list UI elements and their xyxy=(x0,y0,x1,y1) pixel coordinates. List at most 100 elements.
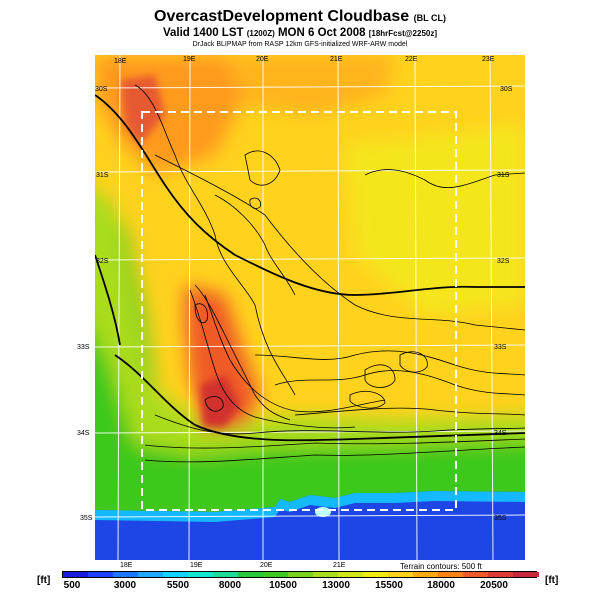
peak-red-zone xyxy=(200,375,240,427)
orange-north-zone xyxy=(225,55,395,115)
colorbar-swatch xyxy=(338,572,364,577)
major-contour-line xyxy=(114,354,525,442)
colorbar-swatch xyxy=(363,572,389,577)
title-text: OvercastDevelopment Cloudbase xyxy=(154,8,410,25)
colorbar-tick-label: 10500 xyxy=(269,580,297,591)
contour-line xyxy=(204,396,224,412)
contour-line xyxy=(364,364,396,388)
longitude-gridline xyxy=(117,55,121,560)
colorbar-swatch xyxy=(213,572,239,577)
colorbar-swatch xyxy=(138,572,164,577)
colorbar-swatch xyxy=(63,572,89,577)
colorbar-tick-label: 20500 xyxy=(480,580,508,591)
latitude-gridline xyxy=(95,257,525,261)
contour-line xyxy=(154,414,525,435)
valid-time: Valid 1400 LST (1200Z) MON 6 Oct 2008 [1… xyxy=(0,27,600,39)
contour-line xyxy=(399,351,428,373)
latitude-label: 32S xyxy=(497,258,510,265)
longitude-gridline xyxy=(489,55,494,560)
longitude-gridline xyxy=(188,55,191,560)
inner-domain-boundary xyxy=(141,111,457,511)
colorbar-tick-label: 18000 xyxy=(427,580,455,591)
latitude-label: 31S xyxy=(497,172,510,179)
latitude-label: 33S xyxy=(494,344,507,351)
longitude-label: 23E xyxy=(482,56,495,63)
contour-line xyxy=(144,438,525,449)
latitude-label: 30S xyxy=(95,86,108,93)
colorbar-tick-label: 5500 xyxy=(166,580,190,591)
yellow-east-zone xyxy=(345,125,525,315)
latitude-label: 35S xyxy=(80,515,93,522)
latitude-gridline xyxy=(95,85,525,89)
colorbar-swatch xyxy=(263,572,289,577)
colorbar xyxy=(62,571,539,578)
latitude-label: 31S xyxy=(96,172,109,179)
colorbar-swatch xyxy=(488,572,514,577)
forecast-info: [18hrFcst@2250z] xyxy=(368,29,438,38)
latitude-label: 35S xyxy=(494,515,507,522)
colorbar-swatch xyxy=(438,572,464,577)
colorbar-swatch xyxy=(238,572,264,577)
longitude-label: 20E xyxy=(256,56,269,63)
lat-lon-grid xyxy=(95,55,525,560)
longitude-label: 19E xyxy=(183,56,196,63)
colorbar-swatch xyxy=(188,572,214,577)
map-title: OvercastDevelopment Cloudbase (BL CL) xyxy=(0,8,600,26)
major-terrain-contours xyxy=(95,94,525,442)
contour-line xyxy=(294,407,525,416)
cloudbase-map xyxy=(95,55,525,560)
colorbar-swatch xyxy=(463,572,489,577)
colorbar-swatch xyxy=(313,572,339,577)
longitude-label: 21E xyxy=(330,56,343,63)
contour-line xyxy=(189,289,356,429)
longitude-gridline xyxy=(414,55,418,560)
colorbar-swatch xyxy=(288,572,314,577)
model-credit: DrJack BLIPMAP from RASP 12km GFS-initia… xyxy=(192,41,408,48)
latitude-gridline xyxy=(95,430,525,434)
colorbar-swatch xyxy=(388,572,414,577)
contour-line xyxy=(364,169,525,188)
colorbar-swatch xyxy=(513,572,539,577)
latitude-gridline xyxy=(95,344,525,348)
longitude-label: 18E xyxy=(120,562,133,569)
colorbar-swatch xyxy=(113,572,139,577)
colorbar-tick-label: 13000 xyxy=(322,580,350,591)
longitude-label: 19E xyxy=(190,562,203,569)
contour-line xyxy=(274,370,525,396)
terrain-contours xyxy=(134,84,525,463)
map-canvas xyxy=(95,55,525,560)
contour-line xyxy=(154,154,525,331)
coastal-band-zone xyxy=(95,491,525,522)
longitude-label: 22E xyxy=(405,56,418,63)
colorbar-unit-left: [ft] xyxy=(37,575,51,586)
contour-line xyxy=(134,84,296,396)
latitude-label: 30S xyxy=(500,86,513,93)
colorbar-swatch xyxy=(163,572,189,577)
ocean-zone xyxy=(95,491,525,560)
latitude-label: 33S xyxy=(77,344,90,351)
valid-date: MON 6 Oct 2008 xyxy=(277,27,366,39)
latitude-label: 34S xyxy=(77,430,90,437)
contour-line xyxy=(204,294,386,413)
contour-line xyxy=(254,350,525,376)
contour-line xyxy=(194,303,209,324)
colorbar-tick-label: 500 xyxy=(63,580,81,591)
colorbar-tick-label: 8000 xyxy=(218,580,242,591)
major-contour-line xyxy=(95,94,525,296)
longitude-label: 21E xyxy=(333,562,346,569)
cloudbase-fill-field xyxy=(95,55,525,560)
colorbar-swatch xyxy=(413,572,439,577)
peak-northwest-zone xyxy=(120,75,165,145)
latitude-label: 34S xyxy=(494,430,507,437)
contour-line xyxy=(244,150,281,186)
contour-line xyxy=(349,390,386,409)
colorbar-tick-label: 3000 xyxy=(113,580,137,591)
colorbar-swatch xyxy=(88,572,114,577)
title-suffix: (BL CL) xyxy=(413,13,446,23)
dashed-domain-box xyxy=(141,111,457,511)
longitude-label: 20E xyxy=(260,562,273,569)
terrain-contour-note: Terrain contours: 500 ft xyxy=(400,562,482,571)
longitude-gridline xyxy=(337,55,340,560)
longitude-label: 18E xyxy=(114,58,127,65)
valid-time-lst: Valid 1400 LST xyxy=(162,27,244,39)
